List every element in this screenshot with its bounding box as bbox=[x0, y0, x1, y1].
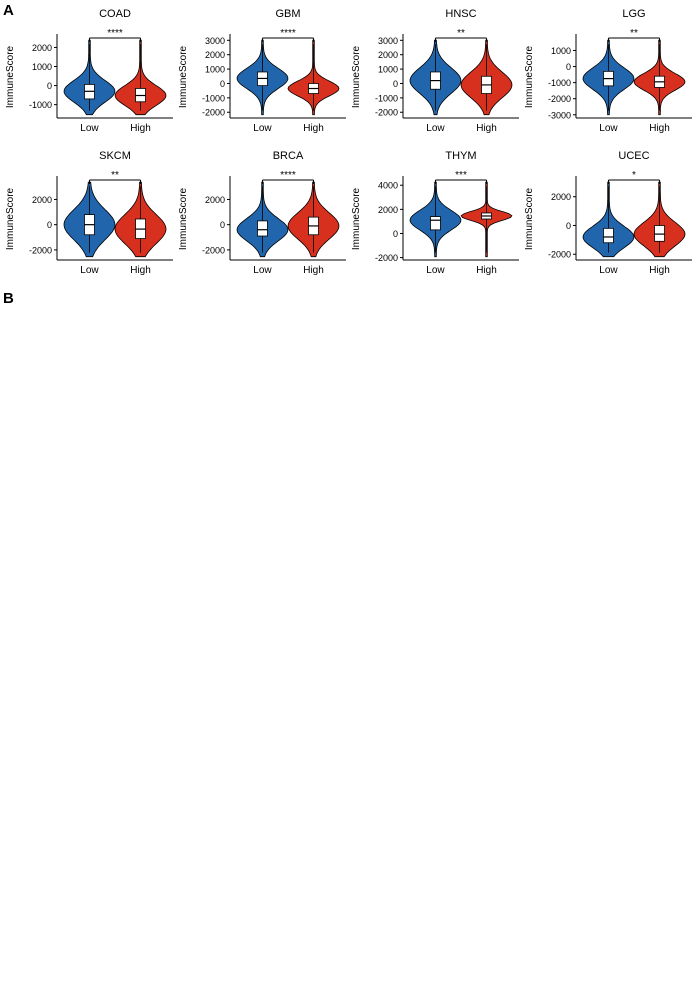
box-high bbox=[654, 225, 665, 242]
x-tick-label: High bbox=[476, 123, 497, 134]
box-low bbox=[257, 220, 268, 237]
significance-label: **** bbox=[280, 170, 296, 181]
significance-label: **** bbox=[280, 28, 296, 39]
x-tick-label: Low bbox=[599, 123, 618, 134]
violin-title: UCEC bbox=[618, 150, 649, 162]
y-tick-label: -2000 bbox=[29, 245, 52, 255]
violin-title: GBM bbox=[275, 8, 300, 20]
y-tick-label: -3000 bbox=[548, 110, 571, 120]
y-tick-label: 0 bbox=[220, 79, 225, 89]
x-tick-label: Low bbox=[426, 265, 445, 276]
significance-label: ** bbox=[630, 28, 638, 39]
panel-label-a: A bbox=[3, 2, 14, 19]
y-tick-label: 0 bbox=[393, 79, 398, 89]
violin-plot-ucec: UCEC ImmuneScore -2000 0 2000 Low High * bbox=[524, 150, 692, 276]
y-tick-label: -1000 bbox=[202, 93, 225, 103]
violin-plot-coad: COAD ImmuneScore -1000 0 1000 2000 Low High **** bbox=[5, 8, 173, 134]
violin-title: LGG bbox=[622, 8, 645, 20]
box-low bbox=[603, 227, 614, 244]
violin-plot-thym: THYM ImmuneScore -2000 0 2000 4000 Low High *** bbox=[351, 150, 519, 276]
x-tick-label: High bbox=[303, 123, 324, 134]
y-tick-label: -2000 bbox=[202, 245, 225, 255]
violin-title: SKCM bbox=[99, 150, 131, 162]
y-axis-label: ImmuneScore bbox=[524, 187, 535, 250]
y-axis-label: ImmuneScore bbox=[351, 187, 362, 250]
box-low bbox=[430, 216, 441, 231]
x-tick-label: Low bbox=[253, 265, 272, 276]
y-tick-label: 0 bbox=[566, 62, 571, 72]
y-axis-label: ImmuneScore bbox=[178, 45, 189, 108]
x-tick-label: Low bbox=[80, 265, 99, 276]
y-tick-label: -2000 bbox=[202, 108, 225, 118]
y-tick-label: 2000 bbox=[378, 50, 398, 60]
y-tick-label: -1000 bbox=[29, 100, 52, 110]
y-axis-label: ImmuneScore bbox=[524, 45, 535, 108]
significance-label: *** bbox=[455, 170, 467, 181]
x-tick-label: High bbox=[130, 123, 151, 134]
violin-title: HNSC bbox=[445, 8, 476, 20]
x-tick-label: High bbox=[130, 265, 151, 276]
y-tick-label: 2000 bbox=[551, 192, 571, 202]
y-tick-label: 1000 bbox=[32, 62, 52, 72]
y-tick-label: 2000 bbox=[378, 205, 398, 215]
violin-plot-hnsc: HNSC ImmuneScore -2000 -1000 0 1000 2000 3000 Lo… bbox=[351, 8, 519, 134]
violin-plot-gbm: GBM ImmuneScore -2000 -1000 0 1000 2000 3000 Low… bbox=[178, 8, 346, 134]
y-tick-label: 0 bbox=[47, 220, 52, 230]
y-tick-label: -1000 bbox=[375, 93, 398, 103]
violin-title: BRCA bbox=[273, 150, 304, 162]
y-tick-label: 4000 bbox=[378, 181, 398, 191]
y-tick-label: -2000 bbox=[548, 94, 571, 104]
y-tick-label: -2000 bbox=[375, 253, 398, 263]
y-axis-label: ImmuneScore bbox=[5, 45, 16, 108]
y-axis-label: ImmuneScore bbox=[178, 187, 189, 250]
x-tick-label: Low bbox=[426, 123, 445, 134]
y-tick-label: 1000 bbox=[205, 65, 225, 75]
y-tick-label: 2000 bbox=[32, 43, 52, 53]
y-tick-label: -2000 bbox=[375, 108, 398, 118]
significance-label: **** bbox=[107, 28, 123, 39]
x-tick-label: Low bbox=[599, 265, 618, 276]
y-axis-label: ImmuneScore bbox=[5, 187, 16, 250]
y-tick-label: 0 bbox=[393, 229, 398, 239]
y-tick-label: -2000 bbox=[548, 250, 571, 260]
x-tick-label: Low bbox=[253, 123, 272, 134]
violin-plot-skcm: SKCM ImmuneScore -2000 0 2000 Low High ** bbox=[5, 150, 173, 276]
significance-label: * bbox=[632, 170, 636, 181]
x-tick-label: High bbox=[649, 123, 670, 134]
x-tick-label: Low bbox=[80, 123, 99, 134]
x-tick-label: High bbox=[303, 265, 324, 276]
panel-label-b: B bbox=[3, 290, 14, 307]
y-tick-label: 2000 bbox=[205, 50, 225, 60]
violin-plot-brca: BRCA ImmuneScore -2000 0 2000 Low High **** bbox=[178, 150, 346, 276]
y-axis-label: ImmuneScore bbox=[351, 45, 362, 108]
violin-plot-lgg: LGG ImmuneScore -3000 -2000 -1000 0 1000 Low Hig… bbox=[524, 8, 692, 134]
y-tick-label: 1000 bbox=[378, 65, 398, 75]
y-tick-label: 0 bbox=[566, 221, 571, 231]
x-tick-label: High bbox=[649, 265, 670, 276]
y-tick-label: 3000 bbox=[205, 36, 225, 46]
y-tick-label: 0 bbox=[47, 81, 52, 91]
y-tick-label: 1000 bbox=[551, 46, 571, 56]
y-tick-label: 3000 bbox=[378, 36, 398, 46]
y-tick-label: 2000 bbox=[32, 195, 52, 205]
violin-title: COAD bbox=[99, 8, 131, 20]
significance-label: ** bbox=[457, 28, 465, 39]
y-tick-label: 0 bbox=[220, 220, 225, 230]
y-tick-label: 2000 bbox=[205, 195, 225, 205]
y-tick-label: -1000 bbox=[548, 78, 571, 88]
x-tick-label: High bbox=[476, 265, 497, 276]
violin-title: THYM bbox=[445, 150, 476, 162]
significance-label: ** bbox=[111, 170, 119, 181]
